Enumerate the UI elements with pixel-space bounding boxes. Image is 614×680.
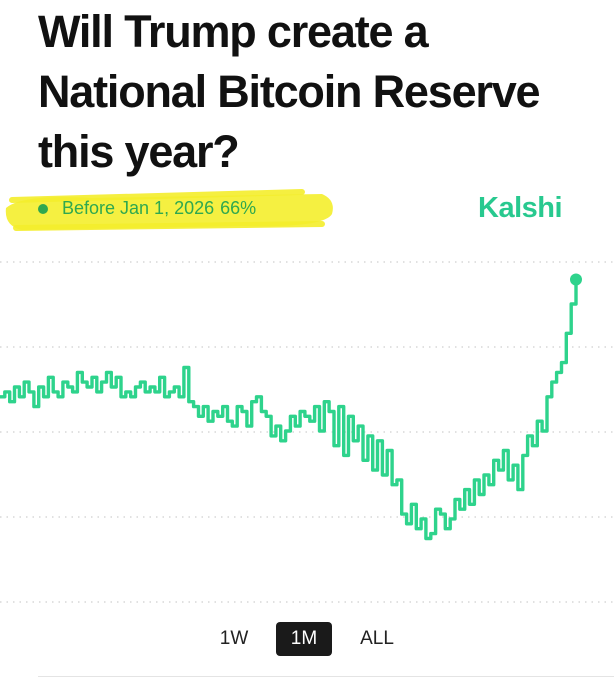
outcome-label: Before Jan 1, 2026	[62, 198, 215, 218]
kalshi-logo: Kalshi	[478, 192, 563, 224]
highlighter-mark	[5, 189, 333, 231]
probability-chart[interactable]	[0, 250, 614, 620]
outcome-legend[interactable]: Before Jan 1, 2026 66%	[38, 198, 256, 219]
chart-gridlines	[0, 261, 614, 603]
question-line-2: National Bitcoin Reserve	[38, 66, 541, 117]
range-button-all[interactable]: ALL	[352, 622, 402, 656]
time-range-selector: 1W 1M ALL	[0, 622, 614, 658]
outcome-probability: 66%	[220, 198, 257, 218]
question-line-1: Will Trump create a	[38, 6, 429, 57]
outcome-dot-icon	[38, 203, 48, 214]
range-button-1w[interactable]: 1W	[212, 622, 256, 656]
question-line-3: this year?	[38, 126, 240, 177]
range-button-1m[interactable]: 1M	[276, 622, 332, 656]
bottom-divider	[38, 676, 614, 677]
series-line-before-jan-1-2026	[0, 279, 578, 541]
series-endpoint-dot	[570, 273, 582, 286]
market-question: Will Trump create a National Bitcoin Res…	[38, 2, 598, 182]
